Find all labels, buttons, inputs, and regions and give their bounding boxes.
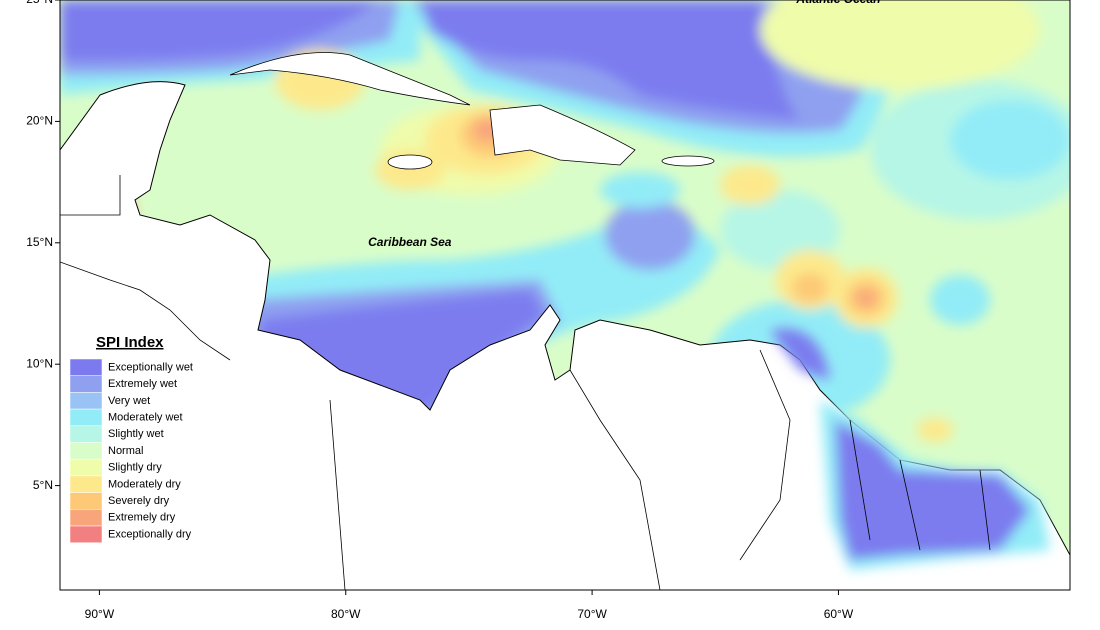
legend-swatch bbox=[69, 425, 103, 443]
spi-zone bbox=[950, 100, 1070, 180]
legend-label: Moderately dry bbox=[108, 478, 181, 490]
y-tick-label: 10°N bbox=[26, 356, 53, 370]
y-tick-label: 5°N bbox=[33, 478, 53, 492]
x-tick-label: 90°W bbox=[85, 607, 115, 621]
spi-zone bbox=[600, 172, 680, 208]
land bbox=[60, 81, 1070, 590]
spi-zone bbox=[856, 289, 876, 307]
puerto-rico bbox=[661, 155, 715, 167]
jamaica bbox=[387, 154, 433, 170]
x-tick-label: 80°W bbox=[331, 607, 361, 621]
legend-label: Slightly wet bbox=[108, 428, 164, 440]
place-label: Caribbean Sea bbox=[368, 235, 452, 249]
legend-label: Slightly dry bbox=[108, 462, 162, 474]
legend-swatch bbox=[69, 408, 103, 427]
legend-label: Normal bbox=[108, 445, 143, 457]
spi-zone bbox=[930, 275, 990, 325]
spi-zone bbox=[760, 0, 1040, 90]
legend-swatch bbox=[69, 509, 103, 527]
spi-zone bbox=[770, 328, 830, 380]
legend-label: Exceptionally dry bbox=[108, 528, 192, 540]
y-tick-label: 25°N bbox=[26, 0, 53, 6]
hispaniola bbox=[489, 104, 636, 166]
legend-label: Severely dry bbox=[108, 495, 170, 507]
x-tick-label: 60°W bbox=[824, 607, 854, 621]
legend-swatch bbox=[69, 392, 103, 410]
legend-swatch bbox=[69, 492, 103, 510]
frame bbox=[59, 0, 1071, 591]
legend-swatch bbox=[69, 458, 103, 477]
y-tick-label: 15°N bbox=[26, 235, 53, 249]
x-tick-label: 70°W bbox=[577, 607, 607, 621]
place-label: Atlantic Ocean bbox=[795, 0, 880, 6]
borders bbox=[60, 175, 991, 590]
map-area bbox=[60, 0, 1070, 590]
cuba bbox=[229, 52, 471, 106]
legend-label: Exceptionally wet bbox=[108, 361, 193, 373]
spi-field-land bbox=[770, 328, 1050, 570]
spi-zone bbox=[835, 420, 1030, 560]
spi-zone bbox=[420, 0, 800, 120]
spi-zone bbox=[917, 418, 953, 442]
legend-swatch bbox=[69, 475, 103, 493]
y-tick-label: 20°N bbox=[26, 114, 53, 128]
spi-zone bbox=[605, 200, 695, 270]
legend-swatch bbox=[69, 375, 103, 393]
legend-swatch bbox=[69, 525, 103, 543]
spi-zone bbox=[60, 0, 380, 61]
legend: SPI Index Exceptionally wet Extremely wet V… bbox=[69, 334, 193, 543]
legend-label: Moderately wet bbox=[108, 412, 183, 424]
spi-zone bbox=[792, 273, 828, 303]
legend-title: SPI Index bbox=[96, 334, 164, 351]
spi-zone bbox=[720, 165, 780, 205]
legend-swatch bbox=[69, 358, 103, 376]
legend-label: Extremely dry bbox=[108, 512, 176, 524]
legend-label: Very wet bbox=[108, 395, 150, 407]
legend-swatch bbox=[69, 442, 103, 460]
legend-label: Extremely wet bbox=[108, 378, 177, 390]
